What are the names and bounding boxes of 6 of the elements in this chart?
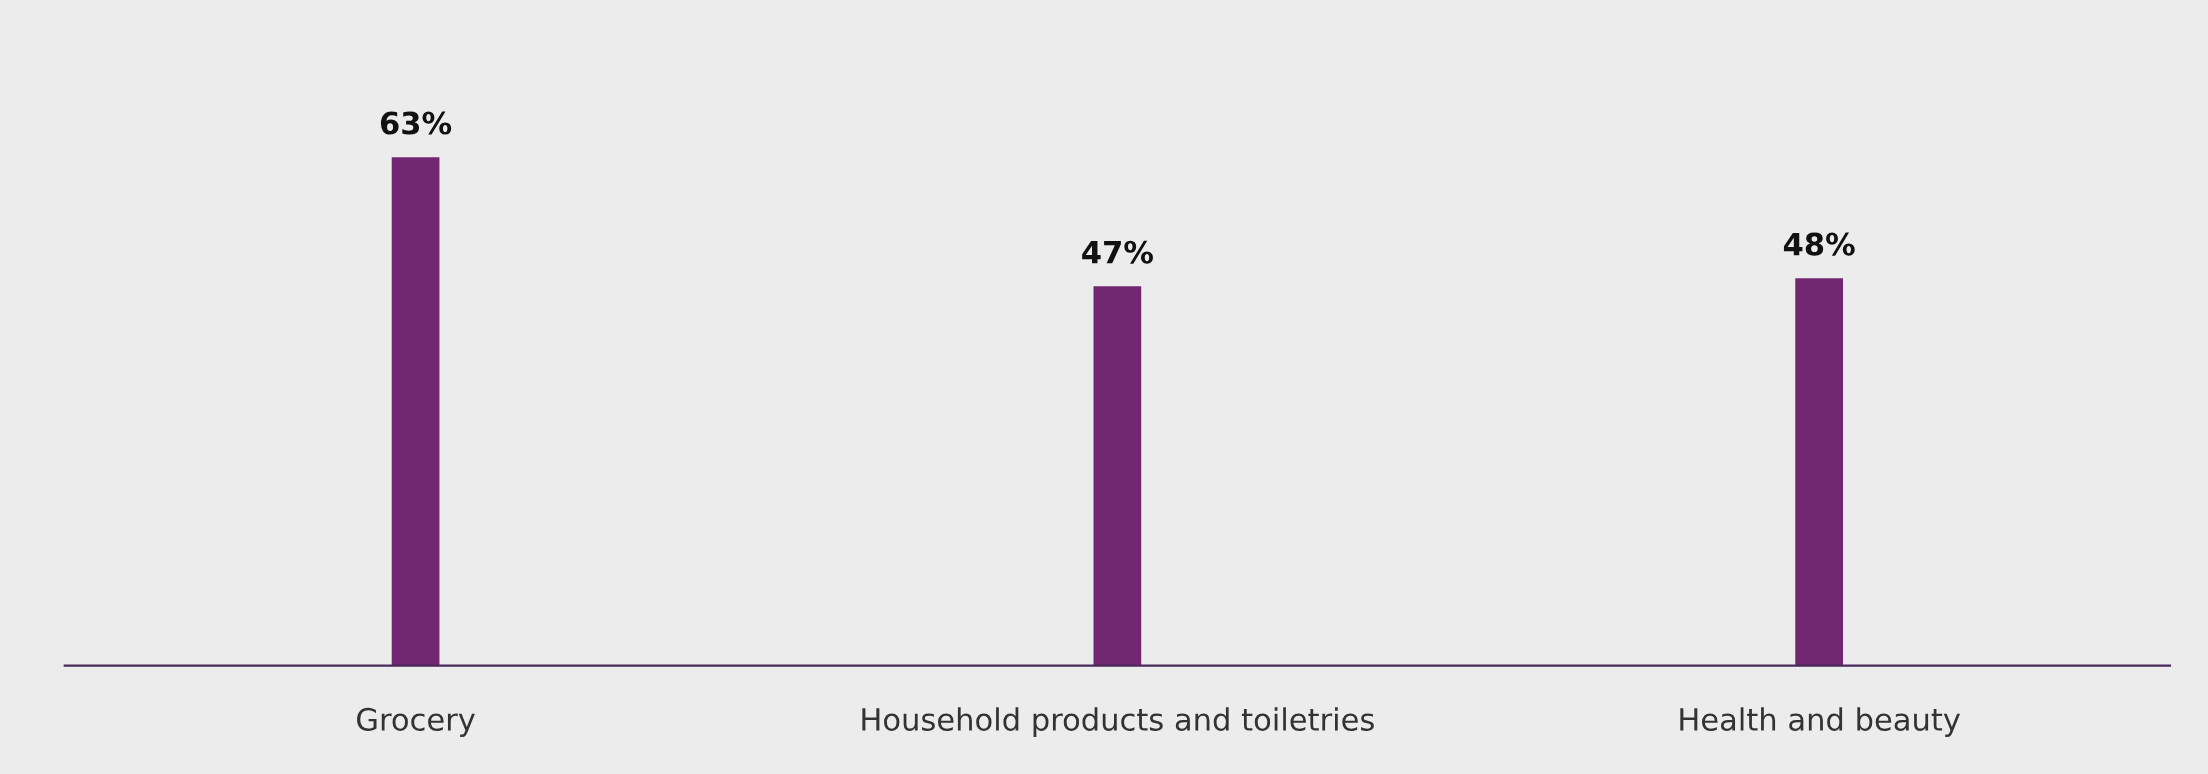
data-label: 47% (1082, 240, 1153, 264)
data-label: 63% (380, 111, 452, 135)
x-tick-label: Health and beauty (1680, 707, 1961, 737)
x-tick-label: Grocery (357, 707, 475, 737)
x-tick-label: Household products and toiletries (862, 707, 1374, 737)
data-label: 48% (1783, 232, 1855, 256)
